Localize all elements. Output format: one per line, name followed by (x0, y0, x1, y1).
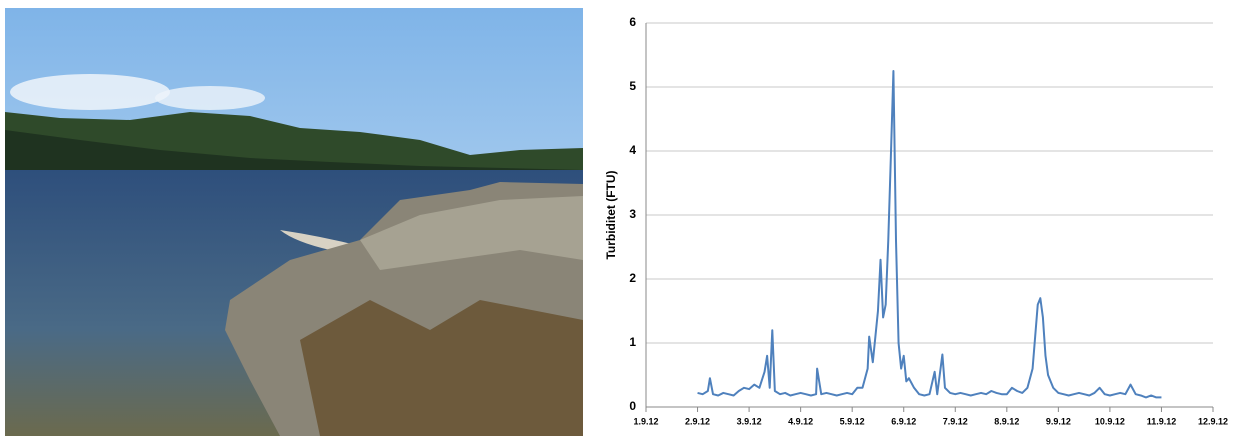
y-tick-label: 4 (629, 143, 636, 157)
x-tick-label: 2.9.12 (685, 416, 710, 426)
y-axis-label: Turbiditet (FTU) (604, 170, 618, 259)
screen: Turbiditet (FTU) 0 1 2 3 4 5 6 1.9.12 2.9.12 3.9.… (0, 0, 1243, 436)
photo (5, 8, 583, 436)
x-tick-label: 5.9.12 (840, 416, 865, 426)
y-tick-label: 2 (629, 271, 636, 285)
x-tick-label: 9.9.12 (1046, 416, 1071, 426)
y-tick-label: 6 (629, 15, 636, 29)
chart-background (590, 0, 1243, 436)
page: Turbiditet (FTU) 0 1 2 3 4 5 6 1.9.12 2.9.12 3.9.… (0, 0, 1243, 441)
x-tick-label: 1.9.12 (633, 416, 658, 426)
x-tick-label: 10.9.12 (1095, 416, 1125, 426)
x-tick-label: 12.9.12 (1198, 416, 1228, 426)
x-tick-label: 7.9.12 (943, 416, 968, 426)
x-tick-label: 6.9.12 (891, 416, 916, 426)
y-tick-label: 0 (629, 399, 636, 413)
x-tick-label: 4.9.12 (788, 416, 813, 426)
x-tick-label: 11.9.12 (1147, 416, 1177, 426)
y-tick-label: 3 (629, 207, 636, 221)
x-tick-label: 3.9.12 (737, 416, 762, 426)
y-tick-label: 5 (629, 79, 636, 93)
y-tick-label: 1 (629, 335, 636, 349)
x-tick-label: 8.9.12 (994, 416, 1019, 426)
